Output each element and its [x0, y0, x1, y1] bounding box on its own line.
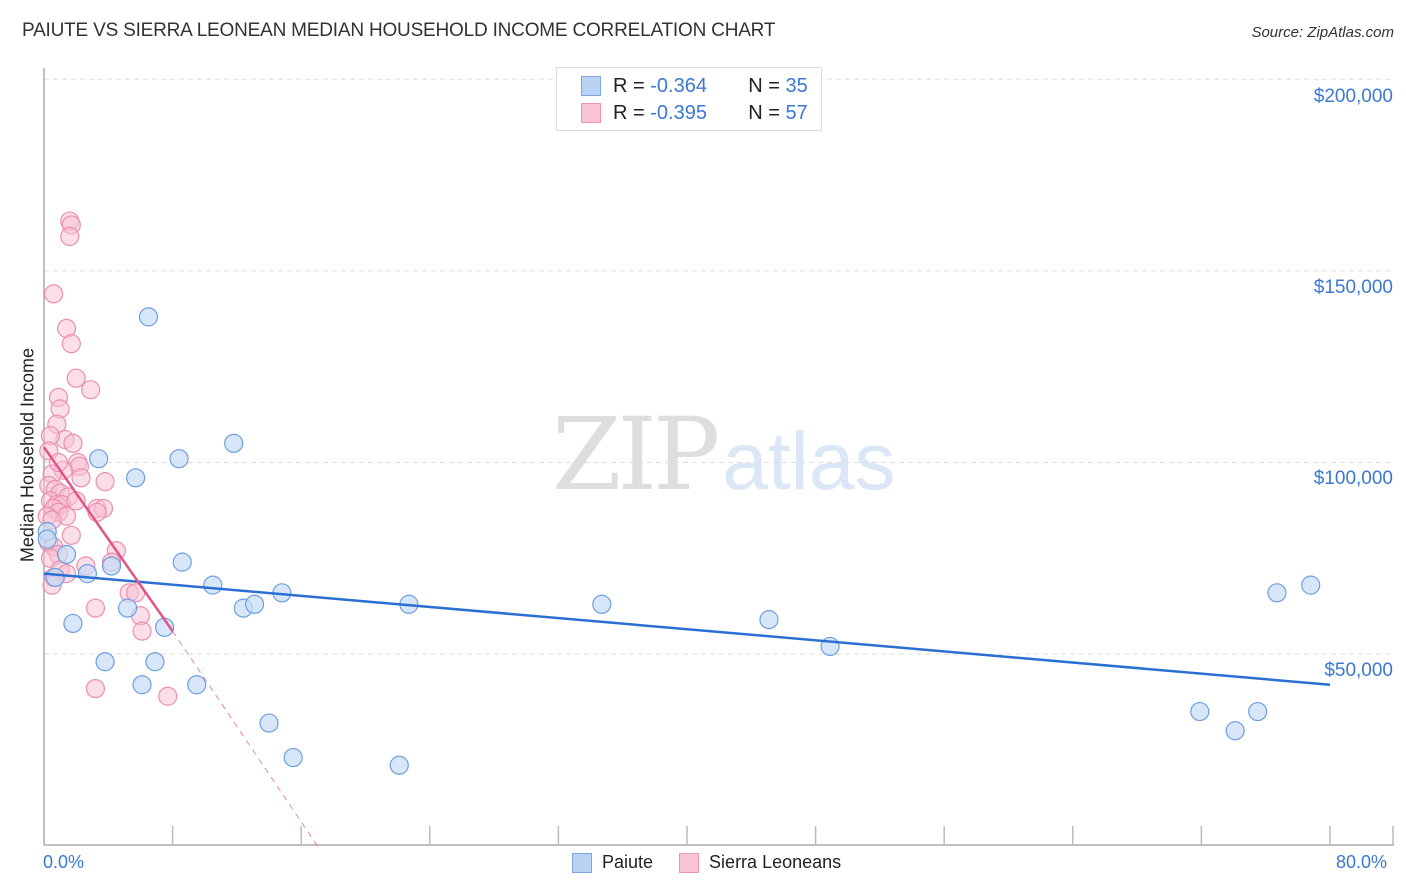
y-axis-label: Median Household Income	[17, 347, 38, 563]
sierra-leonean-point	[158, 686, 178, 706]
paiute-point	[89, 449, 109, 469]
paiute-point	[56, 544, 77, 565]
n-value: 35	[785, 74, 808, 97]
paiute-point	[95, 652, 115, 672]
r-label: R =	[613, 74, 645, 97]
r-value: -0.364	[650, 74, 707, 97]
sierra-leonean-point	[60, 226, 80, 247]
chart-title: PAIUTE VS SIERRA LEONEAN MEDIAN HOUSEHOL…	[22, 20, 776, 41]
n-value: 57	[785, 101, 808, 124]
sierra-leonean-point	[48, 452, 69, 473]
sierra-leonean-point	[61, 334, 81, 354]
r-label: R =	[613, 101, 645, 124]
paiute-point	[117, 598, 138, 618]
legend-row-paiute: R = -0.364 N = 35	[581, 74, 808, 98]
correlation-legend: R = -0.364 N = 35 R = -0.395 N = 57	[556, 67, 822, 131]
paiute-point	[203, 575, 223, 595]
paiute-point	[389, 755, 409, 775]
paiute-point	[126, 468, 146, 488]
paiute-point	[1301, 575, 1321, 595]
sierra-leonean-swatch-icon	[679, 852, 700, 873]
sierra-leonean-point	[85, 678, 106, 699]
paiute-point	[132, 675, 152, 695]
paiute-point	[592, 594, 612, 614]
paiute-point	[1225, 721, 1245, 741]
y-tick-100000: $100,000	[1313, 468, 1393, 489]
sierra-leonean-point	[66, 368, 86, 388]
paiute-swatch-icon	[581, 76, 601, 96]
legend-label-sierra-leoneans: Sierra Leoneans	[709, 852, 842, 872]
paiute-point	[138, 307, 159, 327]
paiute-point	[77, 564, 98, 584]
sierra-leonean-point	[81, 380, 101, 400]
paiute-point	[244, 594, 265, 614]
legend-item-paiute[interactable]: Paiute	[572, 852, 653, 873]
sierra-leonean-point	[44, 284, 64, 304]
x-tick-max: 80.0%	[1336, 852, 1388, 872]
paiute-trendline	[43, 572, 1331, 687]
sierra-leonean-point	[63, 433, 83, 453]
paiute-point	[45, 567, 65, 588]
sierra-leonean-point	[95, 472, 115, 492]
paiute-point	[169, 449, 189, 469]
paiute-point	[187, 675, 207, 695]
paiute-point	[172, 552, 192, 572]
source-label: Source: ZipAtlas.com	[1251, 24, 1394, 41]
paiute-point	[1248, 701, 1268, 722]
sierra-leonean-trendline-extension	[172, 630, 318, 846]
y-tick-200000: $200,000	[1313, 86, 1393, 107]
series-legend: Paiute Sierra Leoneans	[572, 852, 867, 873]
paiute-swatch-icon	[572, 852, 592, 873]
n-label: N =	[748, 101, 780, 124]
y-tick-150000: $150,000	[1313, 277, 1393, 298]
legend-label-paiute: Paiute	[602, 852, 654, 872]
paiute-point	[63, 613, 83, 634]
sierra-leonean-point	[71, 468, 91, 488]
sierra-leonean-point	[85, 598, 106, 618]
sierra-leonean-trendline	[42, 446, 174, 632]
y-tick-50000: $50,000	[1324, 660, 1393, 681]
sierra-leonean-swatch-icon	[581, 103, 601, 123]
paiute-point	[37, 529, 57, 549]
paiute-point	[224, 433, 244, 453]
sierra-leonean-point	[132, 621, 152, 641]
sierra-leonean-point	[61, 525, 81, 545]
paiute-point	[259, 713, 279, 733]
paiute-point	[1190, 701, 1210, 722]
paiute-point	[1267, 583, 1287, 603]
paiute-point	[283, 747, 303, 768]
paiute-point	[759, 610, 779, 630]
r-value: -0.395	[650, 101, 707, 124]
x-tick-min: 0.0%	[43, 852, 85, 872]
legend-item-sierra-leoneans[interactable]: Sierra Leoneans	[679, 852, 841, 873]
paiute-point	[101, 556, 122, 576]
paiute-point	[145, 652, 165, 672]
n-label: N =	[748, 74, 780, 97]
legend-row-sierra-leoneans: R = -0.395 N = 57	[581, 101, 808, 125]
